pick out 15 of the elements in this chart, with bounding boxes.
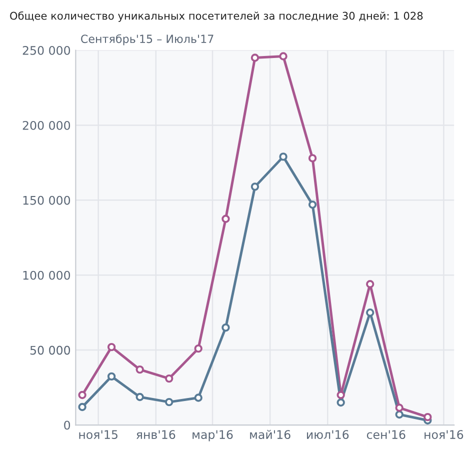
- chart-title: Общее количество уникальных посетителей за последние 30 дней: 1 028: [10, 11, 423, 22]
- x-tick-label: ноя'15: [79, 430, 118, 440]
- x-tick-label: май'16: [250, 430, 290, 440]
- y-tick-label: 100 000: [23, 270, 70, 280]
- y-tick-label: 200 000: [22, 120, 70, 130]
- y-tick-label: 250 000: [22, 46, 70, 55]
- y-tick-label: 50 000: [30, 346, 70, 355]
- x-tick-label: июл'16: [306, 430, 349, 440]
- chart-subtitle: Сентябрь'15 – Июль'17: [81, 34, 214, 46]
- x-tick-label: мар'16: [192, 430, 233, 442]
- y-tick-label: 150 000: [23, 196, 70, 205]
- x-tick-label: ноя'16: [424, 430, 464, 440]
- x-tick-label: сен'16: [366, 430, 406, 440]
- x-tick-label: янв'16: [136, 430, 176, 440]
- y-tick-label: 0: [64, 420, 70, 430]
